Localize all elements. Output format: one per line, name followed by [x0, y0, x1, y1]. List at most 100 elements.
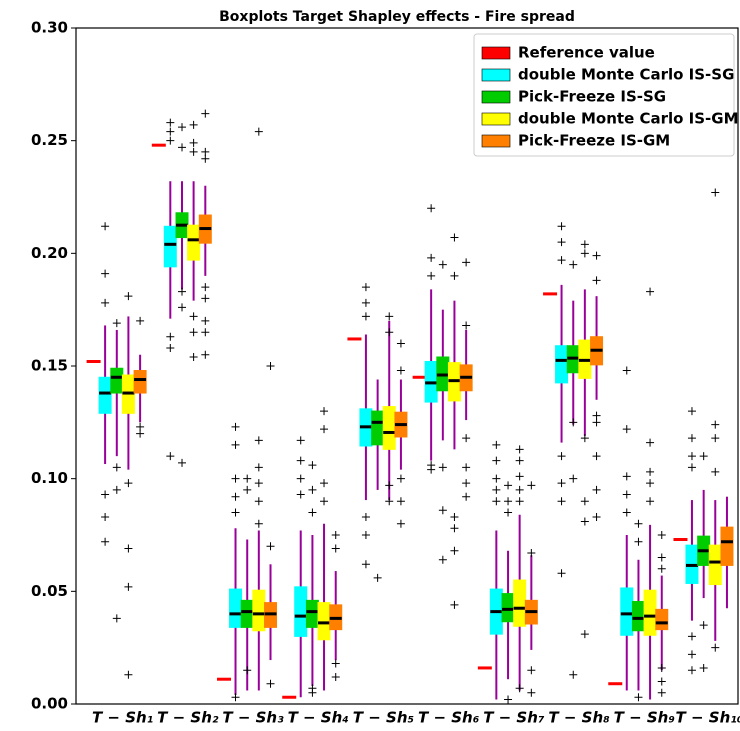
outlier	[178, 143, 187, 152]
outlier	[101, 537, 110, 546]
outlier	[504, 695, 513, 704]
outlier	[112, 614, 121, 623]
outlier	[166, 452, 175, 461]
outlier	[124, 292, 133, 301]
outlier	[189, 352, 198, 361]
outlier	[254, 479, 263, 488]
outlier	[124, 582, 133, 591]
outlier	[308, 485, 317, 494]
outlier	[331, 659, 340, 668]
outlier	[622, 472, 631, 481]
outlier	[462, 321, 471, 330]
box	[98, 376, 112, 414]
outlier	[657, 688, 666, 697]
x-tick-label: T − Sh₂	[157, 709, 219, 727]
legend-swatch	[481, 90, 511, 104]
outlier	[101, 490, 110, 499]
outlier	[657, 531, 666, 539]
box	[294, 586, 308, 637]
outlier	[385, 328, 394, 337]
outlier	[136, 316, 145, 325]
legend-swatch	[481, 46, 511, 60]
y-tick-label: 0.00	[31, 695, 68, 713]
outlier	[462, 258, 471, 267]
outlier	[296, 490, 305, 499]
outlier	[178, 287, 187, 296]
x-tick-label: T − Sh₈	[548, 709, 610, 727]
outlier	[231, 492, 240, 501]
box	[317, 602, 331, 641]
outlier	[254, 519, 263, 528]
outlier	[254, 463, 263, 472]
box	[240, 599, 254, 628]
outlier	[557, 569, 566, 578]
outlier	[166, 136, 175, 145]
outlier	[646, 438, 655, 447]
outlier	[189, 328, 198, 337]
x-tick-label: T − Sh₆	[418, 709, 480, 727]
x-tick-label: T − Sh₁	[92, 709, 153, 727]
outlier	[450, 546, 459, 555]
outlier	[646, 467, 655, 476]
box	[252, 589, 266, 632]
outlier	[178, 303, 187, 312]
legend-frame	[473, 33, 735, 157]
outlier	[569, 418, 578, 427]
outlier	[201, 350, 210, 359]
y-tick-label: 0.25	[31, 131, 68, 149]
box	[643, 589, 657, 636]
outlier	[189, 138, 198, 147]
outlier	[189, 147, 198, 156]
outlier	[462, 492, 471, 501]
outlier	[438, 463, 447, 472]
outlier	[361, 298, 370, 307]
box	[555, 345, 569, 384]
outlier	[515, 456, 524, 465]
legend-label: double Monte Carlo IS-GM	[518, 110, 739, 128]
box	[229, 588, 243, 628]
outlier	[231, 474, 240, 483]
outlier	[527, 666, 536, 675]
outlier	[136, 429, 145, 438]
outlier	[231, 440, 240, 449]
outlier	[592, 512, 601, 521]
outlier	[320, 425, 329, 434]
outlier	[427, 271, 436, 280]
outlier	[580, 517, 589, 526]
outlier	[266, 542, 275, 551]
outlier	[450, 600, 459, 609]
legend-label: Pick-Freeze IS-GM	[518, 132, 670, 150]
outlier	[331, 531, 340, 539]
outlier	[592, 485, 601, 494]
box	[371, 410, 385, 446]
outlier	[515, 472, 524, 481]
outlier	[243, 474, 252, 483]
outlier	[657, 564, 666, 573]
box	[305, 599, 319, 628]
x-tick-label: T − Sh₁₀	[676, 709, 740, 727]
outlier	[361, 312, 370, 321]
outlier	[699, 452, 708, 461]
outlier	[320, 479, 329, 488]
outlier	[622, 425, 631, 434]
outlier	[112, 319, 121, 328]
x-tick-label: T − Sh₄	[288, 709, 349, 727]
outlier	[580, 497, 589, 506]
outlier	[592, 418, 601, 427]
legend-swatch	[481, 112, 511, 126]
outlier	[331, 672, 340, 681]
outlier	[101, 222, 110, 231]
outlier	[178, 458, 187, 467]
outlier	[515, 485, 524, 494]
outlier	[557, 452, 566, 461]
outlier	[243, 485, 252, 494]
outlier	[231, 422, 240, 431]
outlier	[373, 573, 382, 582]
outlier	[622, 490, 631, 499]
box	[513, 579, 527, 627]
outlier	[201, 147, 210, 156]
outlier	[711, 643, 720, 652]
outlier	[657, 677, 666, 686]
outlier	[687, 407, 696, 416]
outlier	[320, 407, 329, 416]
